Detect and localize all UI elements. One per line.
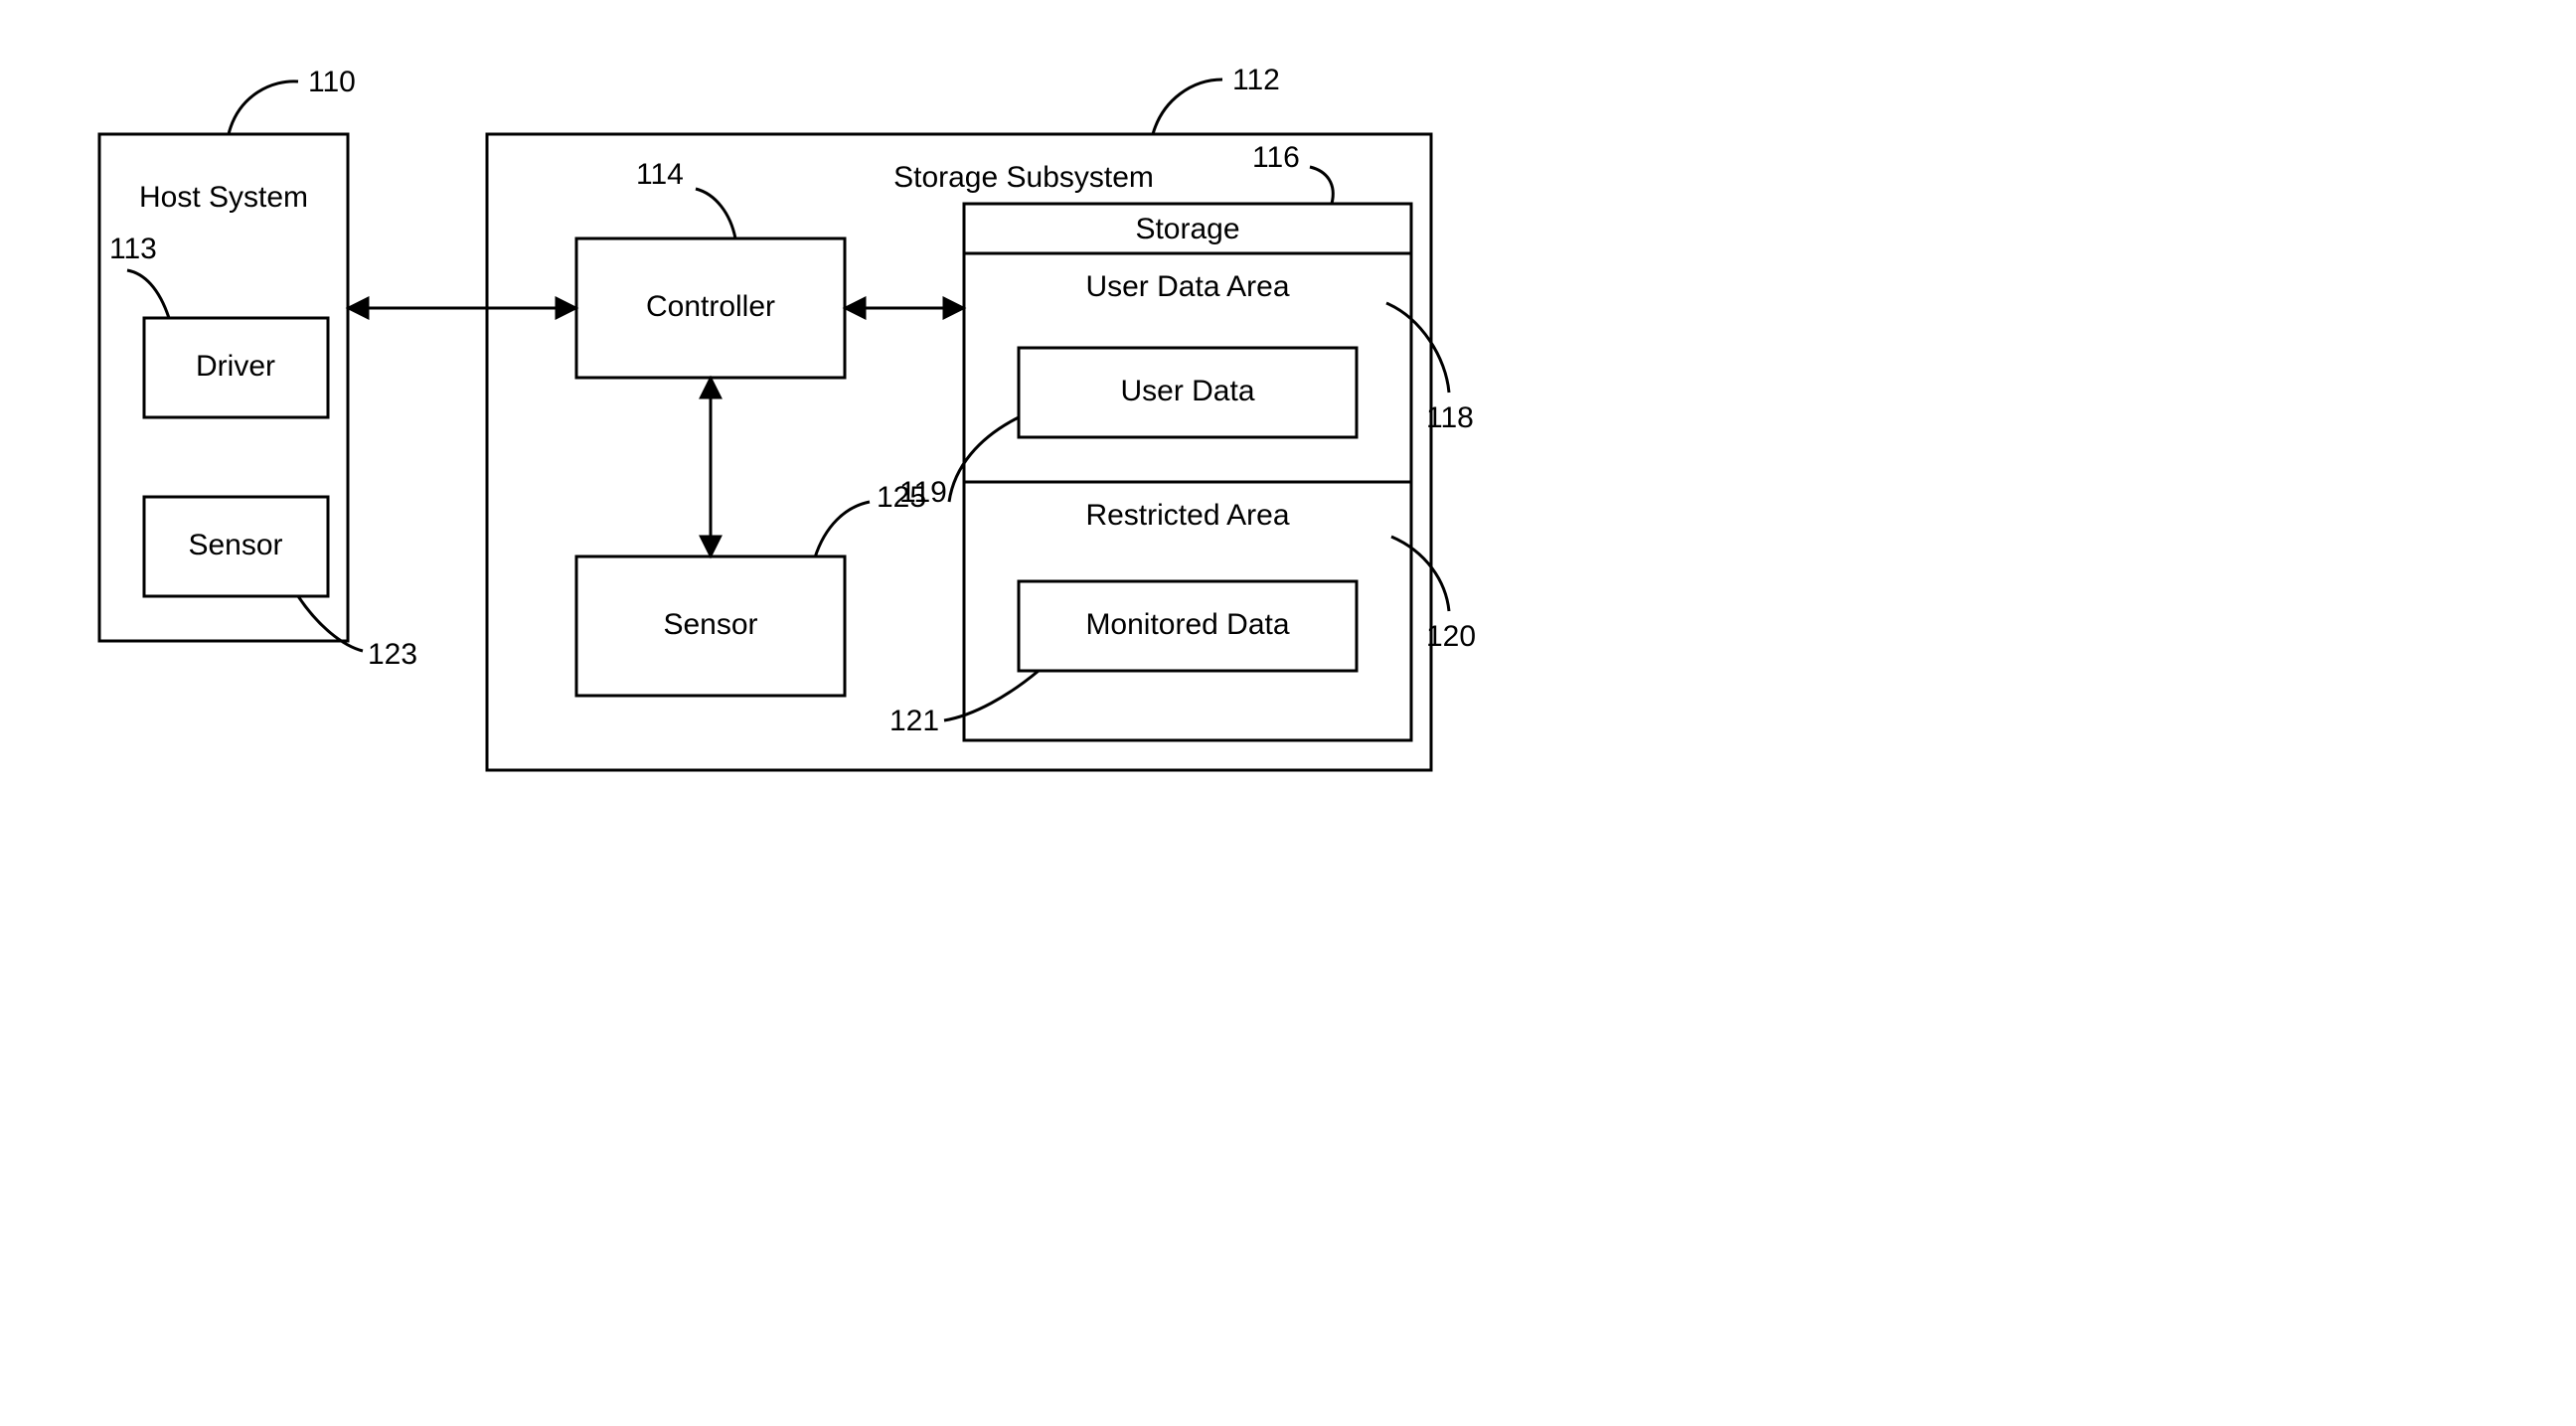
ref-120: 120 xyxy=(1426,620,1476,653)
ref-118: 118 xyxy=(1426,401,1474,434)
controller-label: Controller xyxy=(646,290,775,323)
user-data-label: User Data xyxy=(1120,375,1254,407)
driver-label: Driver xyxy=(196,350,275,383)
leader-112 xyxy=(1153,79,1222,134)
restricted-area-label: Restricted Area xyxy=(1085,499,1289,532)
block-diagram: Host System Driver Sensor Storage Subsys… xyxy=(0,0,1491,825)
host-system-label: Host System xyxy=(139,181,308,214)
ref-114: 114 xyxy=(636,158,684,191)
storage-subsystem-label: Storage Subsystem xyxy=(893,161,1154,194)
ref-116: 116 xyxy=(1252,141,1300,174)
ref-113: 113 xyxy=(109,233,157,265)
ref-121: 121 xyxy=(889,705,939,737)
ref-110: 110 xyxy=(308,66,356,98)
monitored-data-label: Monitored Data xyxy=(1085,608,1289,641)
storage-label: Storage xyxy=(1135,213,1239,245)
ref-119: 119 xyxy=(899,476,947,509)
host-sensor-label: Sensor xyxy=(188,529,282,561)
ref-123: 123 xyxy=(368,638,417,671)
ref-112: 112 xyxy=(1232,64,1280,96)
user-data-area-label: User Data Area xyxy=(1085,270,1289,303)
leader-110 xyxy=(229,81,298,134)
subsystem-sensor-label: Sensor xyxy=(663,608,757,641)
